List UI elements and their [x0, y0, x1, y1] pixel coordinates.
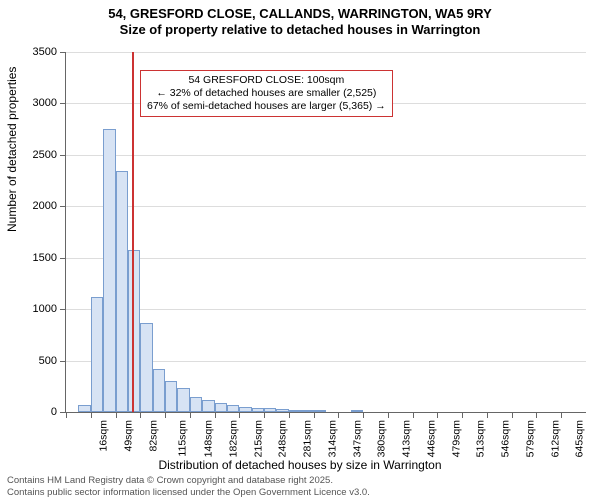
annotation-box: 54 GRESFORD CLOSE: 100sqm ← 32% of detac… — [140, 70, 393, 117]
x-tick — [561, 412, 562, 418]
y-tick — [60, 103, 66, 104]
title-line-2: Size of property relative to detached ho… — [0, 22, 600, 38]
y-tick — [60, 258, 66, 259]
x-tick — [289, 412, 290, 418]
x-tick — [314, 412, 315, 418]
x-tick-label: 281sqm — [301, 420, 313, 457]
y-tick — [60, 206, 66, 207]
y-tick-label: 1500 — [33, 252, 57, 264]
x-tick-label: 49sqm — [122, 420, 134, 452]
x-tick — [264, 412, 265, 418]
grid-line — [66, 155, 586, 156]
histogram-bar — [239, 407, 251, 412]
chart-container: 54, GRESFORD CLOSE, CALLANDS, WARRINGTON… — [0, 0, 600, 500]
x-tick-label: 612sqm — [549, 420, 561, 457]
annotation-line-2: ← 32% of detached houses are smaller (2,… — [147, 87, 386, 100]
x-tick — [140, 412, 141, 418]
grid-line — [66, 206, 586, 207]
histogram-bar — [91, 297, 103, 412]
y-tick — [60, 361, 66, 362]
y-tick-label: 0 — [51, 406, 57, 418]
property-marker-line — [132, 52, 134, 412]
y-tick-label: 3000 — [33, 97, 57, 109]
x-tick — [512, 412, 513, 418]
x-tick-label: 380sqm — [376, 420, 388, 457]
x-tick-label: 215sqm — [252, 420, 264, 457]
histogram-bar — [351, 410, 363, 412]
x-tick-label: 314sqm — [326, 420, 338, 457]
x-tick — [190, 412, 191, 418]
footer-attribution: Contains HM Land Registry data © Crown c… — [7, 475, 370, 498]
footer-line-2: Contains public sector information licen… — [7, 487, 370, 498]
y-axis-label: Number of detached properties — [5, 67, 19, 232]
x-tick — [91, 412, 92, 418]
x-tick-label: 347sqm — [351, 420, 363, 457]
histogram-bar — [202, 400, 214, 412]
histogram-bar — [289, 410, 301, 412]
grid-line — [66, 52, 586, 53]
x-tick — [487, 412, 488, 418]
x-tick — [437, 412, 438, 418]
chart-title: 54, GRESFORD CLOSE, CALLANDS, WARRINGTON… — [0, 6, 600, 39]
x-tick-label: 182sqm — [227, 420, 239, 457]
histogram-bar — [128, 250, 140, 413]
x-tick-label: 148sqm — [202, 420, 214, 457]
x-tick — [165, 412, 166, 418]
x-tick — [338, 412, 339, 418]
grid-line — [66, 258, 586, 259]
annotation-line-3: 67% of semi-detached houses are larger (… — [147, 100, 386, 113]
x-tick-label: 546sqm — [500, 420, 512, 457]
x-tick — [536, 412, 537, 418]
histogram-bar — [301, 410, 313, 412]
plot-area: 050010001500200025003000350016sqm49sqm82… — [65, 52, 586, 413]
x-tick-label: 645sqm — [574, 420, 586, 457]
histogram-bar — [276, 409, 288, 412]
x-tick-label: 513sqm — [475, 420, 487, 457]
y-tick — [60, 52, 66, 53]
x-tick — [413, 412, 414, 418]
x-tick — [462, 412, 463, 418]
histogram-bar — [215, 403, 227, 412]
x-tick-label: 115sqm — [177, 420, 189, 457]
x-tick-label: 16sqm — [98, 420, 110, 452]
histogram-bar — [177, 388, 189, 412]
title-line-1: 54, GRESFORD CLOSE, CALLANDS, WARRINGTON… — [0, 6, 600, 22]
x-tick-label: 446sqm — [425, 420, 437, 457]
footer-line-1: Contains HM Land Registry data © Crown c… — [7, 475, 370, 486]
histogram-bar — [165, 381, 177, 412]
x-axis-label: Distribution of detached houses by size … — [0, 458, 600, 472]
y-tick — [60, 155, 66, 156]
x-tick-label: 579sqm — [524, 420, 536, 457]
x-tick — [363, 412, 364, 418]
x-tick — [239, 412, 240, 418]
histogram-bar — [78, 405, 90, 412]
y-tick-label: 1000 — [33, 303, 57, 315]
y-tick-label: 2500 — [33, 149, 57, 161]
x-tick-label: 248sqm — [277, 420, 289, 457]
x-tick — [215, 412, 216, 418]
grid-line — [66, 309, 586, 310]
histogram-bar — [227, 405, 239, 412]
x-tick — [388, 412, 389, 418]
x-tick — [116, 412, 117, 418]
x-tick — [66, 412, 67, 418]
histogram-bar — [314, 410, 326, 412]
histogram-bar — [264, 408, 276, 412]
histogram-bar — [116, 171, 128, 412]
y-tick-label: 2000 — [33, 200, 57, 212]
y-tick — [60, 309, 66, 310]
histogram-bar — [252, 408, 264, 412]
x-tick-label: 82sqm — [147, 420, 159, 452]
histogram-bar — [140, 323, 152, 412]
x-tick-label: 413sqm — [401, 420, 413, 457]
y-tick-label: 500 — [39, 355, 57, 367]
histogram-bar — [190, 397, 202, 412]
histogram-bar — [153, 369, 165, 412]
y-tick-label: 3500 — [33, 46, 57, 58]
histogram-bar — [103, 129, 115, 412]
annotation-line-1: 54 GRESFORD CLOSE: 100sqm — [147, 74, 386, 87]
x-tick-label: 479sqm — [450, 420, 462, 457]
